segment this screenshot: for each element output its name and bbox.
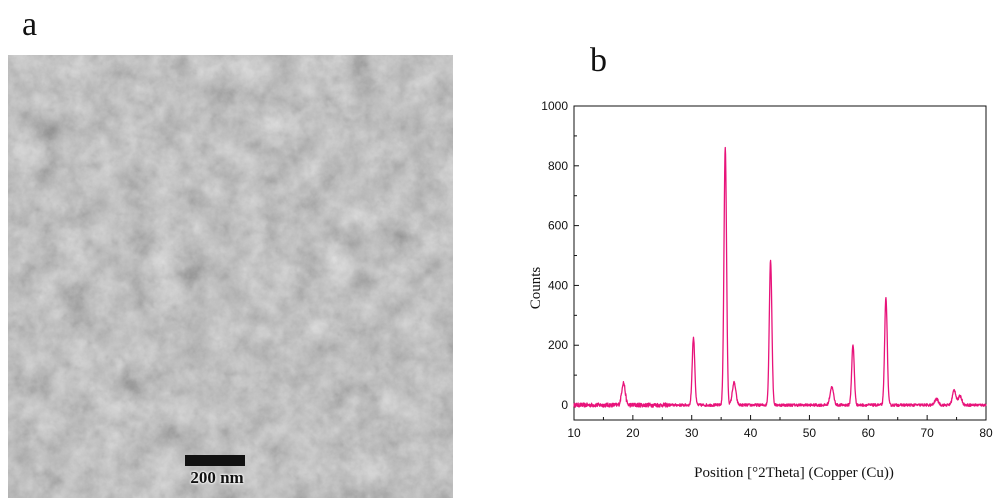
xrd-series-line [573, 146, 987, 408]
scale-bar-label: 200 nm [190, 468, 244, 487]
sem-micrograph [8, 55, 453, 498]
y-tick-label: 200 [548, 338, 568, 352]
y-tick-label: 800 [548, 159, 568, 173]
x-tick-label: 10 [567, 426, 581, 440]
x-axis-label: Position [°2Theta] (Copper (Cu)) [694, 465, 894, 481]
scale-bar [185, 455, 245, 466]
x-tick-label: 80 [979, 426, 993, 440]
y-tick-label: 400 [548, 278, 568, 292]
y-tick-label: 600 [548, 219, 568, 233]
plot-frame [573, 105, 987, 421]
x-tick-label: 50 [803, 426, 817, 440]
panel-label-a: a [22, 6, 38, 43]
x-tick-label: 70 [920, 426, 934, 440]
x-tick-label: 60 [862, 426, 876, 440]
panel-label-b: b [590, 42, 607, 79]
y-tick-label: 0 [561, 398, 568, 412]
y-axis-label: Counts [528, 267, 544, 310]
x-tick-label: 20 [626, 426, 640, 440]
x-tick-label: 30 [685, 426, 699, 440]
y-tick-label: 1000 [541, 99, 568, 113]
x-tick-label: 40 [744, 426, 758, 440]
